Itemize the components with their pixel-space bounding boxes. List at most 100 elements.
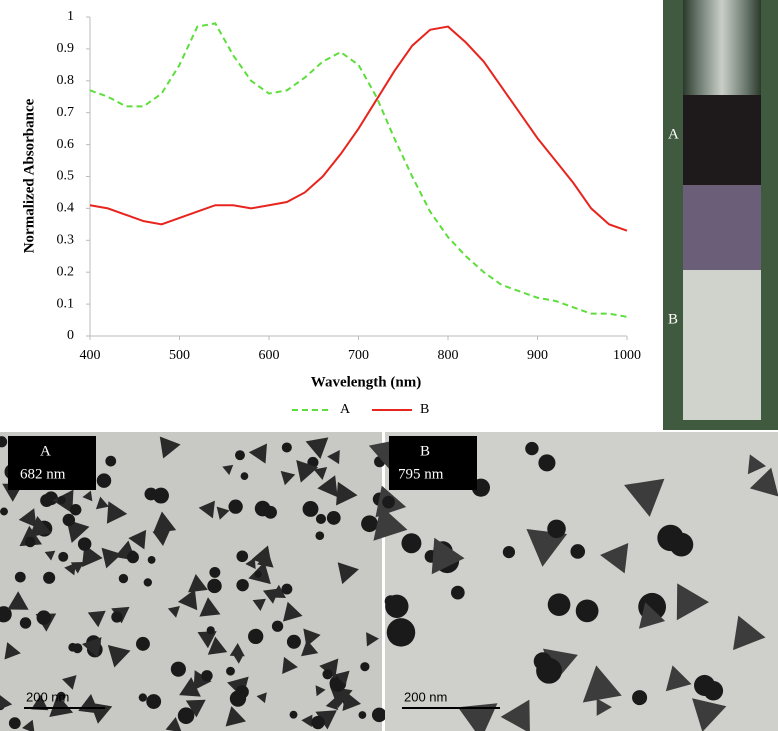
particle	[188, 574, 208, 593]
particle	[358, 711, 367, 719]
particle	[305, 437, 329, 460]
particle	[29, 515, 52, 537]
tube-label-b: B	[668, 311, 678, 327]
particle	[342, 691, 362, 711]
particle	[240, 472, 249, 480]
particle	[43, 571, 56, 584]
particle	[49, 694, 74, 718]
particle	[235, 450, 245, 461]
particle	[676, 583, 709, 621]
y-tick-label: 0.5	[57, 169, 75, 184]
y-tick-label: 0.8	[57, 73, 75, 88]
particle	[665, 665, 692, 692]
panel-label: A	[40, 443, 51, 459]
particle	[201, 670, 213, 682]
particle	[547, 593, 571, 616]
tube-solution-b	[683, 270, 761, 420]
particle	[87, 610, 106, 628]
particle	[146, 694, 162, 709]
legend-label: B	[420, 402, 429, 417]
particle	[749, 467, 778, 497]
particle	[327, 450, 340, 465]
particle	[371, 707, 387, 723]
particle	[64, 562, 76, 576]
particle	[19, 617, 32, 629]
particle	[582, 665, 622, 703]
particle	[262, 588, 280, 604]
particle	[22, 719, 35, 731]
particle	[245, 557, 256, 570]
particle	[336, 481, 358, 506]
particle	[366, 632, 379, 647]
particle	[128, 550, 137, 559]
particle	[526, 529, 568, 567]
particle	[401, 533, 422, 554]
particle	[228, 499, 243, 514]
micrograph-b: B 795 nm 200 nm	[368, 432, 778, 731]
particle	[326, 511, 341, 525]
particle	[703, 681, 724, 701]
particle	[165, 716, 182, 731]
particle	[56, 691, 66, 701]
particle	[236, 550, 249, 563]
particle	[289, 710, 298, 719]
particle	[315, 710, 337, 730]
particle	[40, 494, 54, 508]
x-tick-label: 1000	[613, 348, 641, 363]
particle	[570, 544, 586, 559]
particle	[226, 666, 235, 676]
particle	[533, 652, 552, 671]
particle	[185, 699, 206, 718]
particle	[118, 573, 129, 584]
scale-label: 200 nm	[26, 689, 69, 704]
particle	[82, 490, 93, 502]
particle	[207, 578, 222, 594]
particle	[198, 500, 215, 519]
particle	[62, 675, 77, 690]
particle	[254, 570, 262, 578]
particle	[547, 519, 566, 539]
particle	[66, 519, 90, 544]
particle	[525, 441, 539, 456]
tube-solution-mid	[683, 185, 761, 270]
particle	[153, 487, 169, 504]
particle	[36, 610, 51, 625]
particle	[68, 642, 78, 652]
particle	[144, 487, 158, 501]
x-tick-label: 500	[169, 348, 190, 363]
particle	[502, 545, 516, 559]
y-tick-label: 0.1	[57, 296, 75, 311]
particle	[256, 692, 267, 704]
particle	[319, 658, 339, 679]
particle	[199, 597, 221, 617]
panel-label: B	[420, 443, 430, 459]
particle	[361, 515, 378, 533]
particle	[207, 636, 228, 655]
particle	[216, 506, 230, 520]
particle	[315, 531, 325, 541]
panel-wavelength: 682 nm	[20, 466, 66, 482]
particle	[69, 503, 82, 516]
x-tick-label: 400	[80, 348, 101, 363]
label-box	[8, 436, 96, 490]
y-tick-label: 0.6	[57, 137, 75, 152]
particle	[167, 606, 180, 618]
particle	[101, 547, 122, 569]
particle	[500, 699, 530, 731]
particle	[177, 707, 195, 724]
particle	[271, 620, 284, 632]
particle	[575, 599, 599, 623]
x-tick-label: 700	[348, 348, 369, 363]
x-tick-label: 600	[259, 348, 280, 363]
series-line	[89, 22, 628, 318]
particle	[152, 511, 177, 534]
particle	[152, 529, 171, 546]
particle	[296, 459, 319, 483]
particle	[360, 662, 370, 672]
particle	[638, 602, 666, 629]
x-axis-title: Wavelength (nm)	[311, 374, 421, 390]
particle	[385, 594, 409, 618]
particle	[431, 537, 465, 575]
y-tick-label: 0.2	[57, 264, 75, 279]
